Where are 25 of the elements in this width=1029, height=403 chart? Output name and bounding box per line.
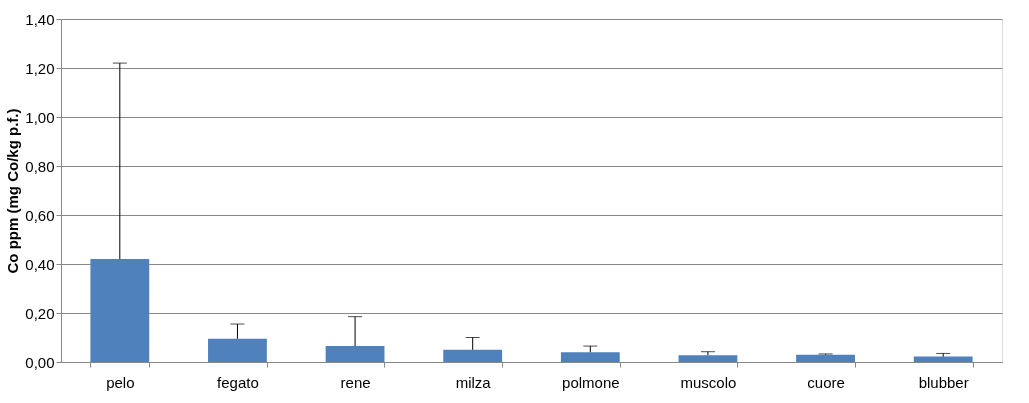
bar bbox=[208, 338, 267, 362]
bar bbox=[443, 349, 503, 362]
x-tick-label: muscolo bbox=[680, 373, 737, 391]
x-tick-label: cuore bbox=[807, 373, 845, 391]
bar bbox=[913, 356, 973, 362]
x-tick-label: rene bbox=[340, 373, 371, 391]
y-tick-label: 1,20 bbox=[25, 59, 55, 77]
bar bbox=[560, 352, 620, 362]
y-tick-label: 0,20 bbox=[25, 304, 55, 322]
y-tick-label: 0,00 bbox=[25, 353, 55, 371]
bar bbox=[90, 259, 150, 362]
y-tick-label: 0,60 bbox=[25, 206, 55, 224]
y-axis-title: Co ppm (mg Co/kg p.f.) bbox=[4, 108, 22, 274]
bar bbox=[325, 346, 385, 362]
bar bbox=[796, 354, 855, 362]
x-tick-label: fegato bbox=[217, 373, 259, 391]
y-tick-label: 0,80 bbox=[25, 157, 55, 175]
y-tick-label: 1,00 bbox=[25, 108, 55, 126]
y-tick-label: 0,40 bbox=[25, 255, 55, 273]
y-tick-label: 1,40 bbox=[25, 10, 55, 28]
x-tick-label: pelo bbox=[106, 373, 135, 391]
x-tick-label: blubber bbox=[918, 373, 969, 391]
x-tick-label: polmone bbox=[562, 373, 620, 391]
x-tick-label: milza bbox=[455, 373, 492, 391]
bar bbox=[678, 355, 738, 362]
